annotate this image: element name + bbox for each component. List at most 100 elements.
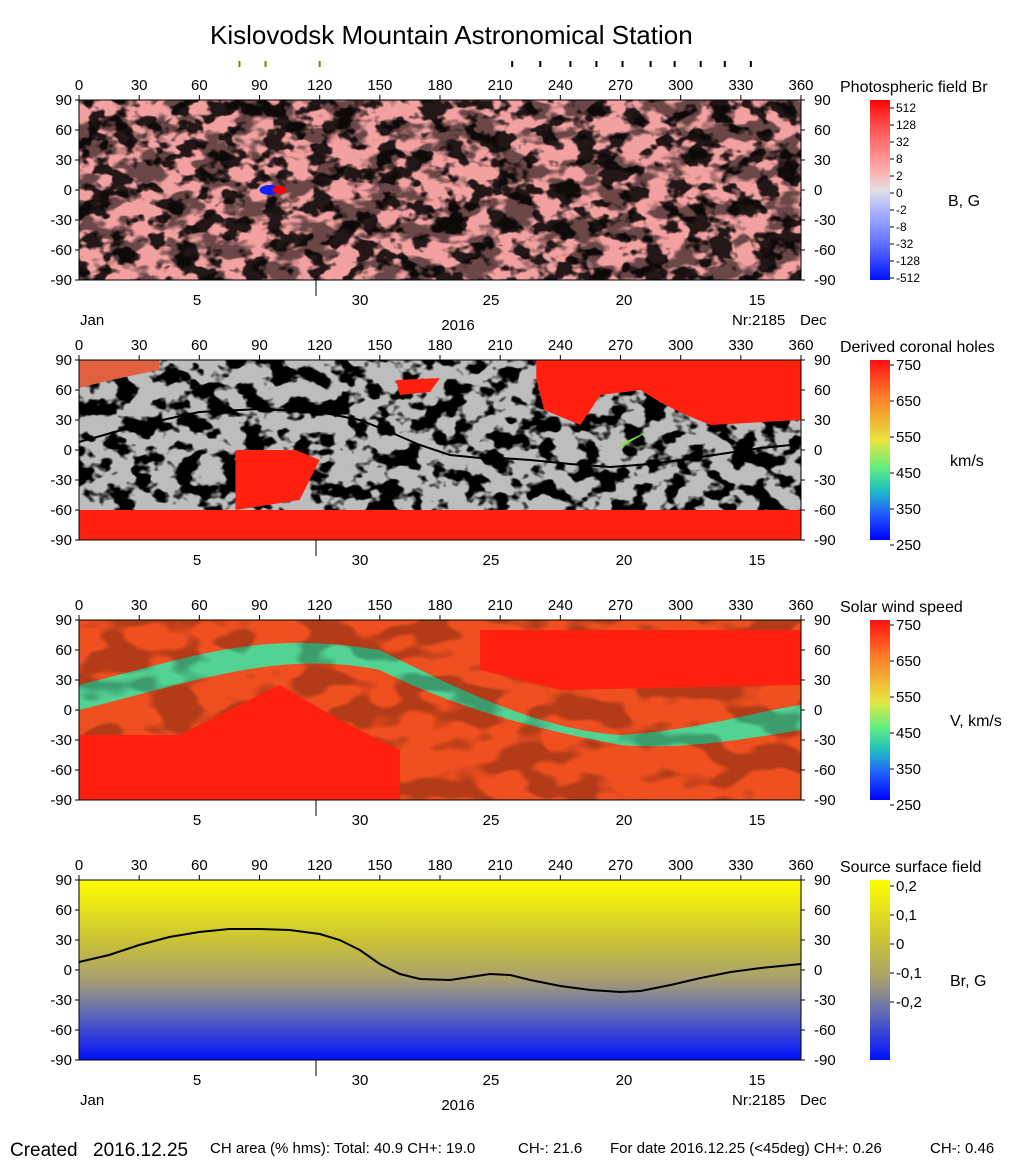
unit-label: km/s <box>950 453 984 470</box>
lon-tick-label: 30 <box>131 77 148 94</box>
lon-tick-label: 0 <box>75 857 83 874</box>
colorbar <box>870 880 890 1060</box>
north-polar-hole <box>536 360 801 425</box>
lon-tick-label: 180 <box>427 857 452 874</box>
lat-label-left: -90 <box>50 1052 72 1069</box>
positive-field-noise <box>79 100 801 280</box>
unit-label: V, km/s <box>950 713 1002 730</box>
rotation-label: Nr:2185 <box>732 1092 785 1109</box>
lat-label-left: 0 <box>64 182 72 199</box>
lat-label-left: -60 <box>50 242 72 259</box>
date-tick-label: 5 <box>193 812 201 829</box>
lat-label-left: 90 <box>55 92 72 109</box>
colorbar-label: 0,2 <box>896 878 917 895</box>
neutral-line <box>79 928 801 994</box>
lon-tick-label: 270 <box>608 857 633 874</box>
date-tick-label: 20 <box>616 292 633 309</box>
lat-label-right: 90 <box>814 352 831 369</box>
colorbar-label: 0,1 <box>896 907 917 924</box>
date-tick-label: 30 <box>352 1072 369 1089</box>
lon-tick-label: 150 <box>367 77 392 94</box>
panel-title: Solar wind speed <box>840 599 963 616</box>
lat-label-left: 60 <box>55 382 72 399</box>
unit-label: B, G <box>948 193 980 210</box>
lon-tick-label: 270 <box>608 597 633 614</box>
lat-label-left: 60 <box>55 122 72 139</box>
colorbar <box>870 360 890 540</box>
lat-label-right: 30 <box>814 412 831 429</box>
colorbar-label: 32 <box>896 135 910 149</box>
colorbar-label: 350 <box>896 501 921 518</box>
date-tick-label: 5 <box>193 552 201 569</box>
colorbar <box>870 100 890 280</box>
lon-tick-label: 180 <box>427 77 452 94</box>
footer-created-date: 2016.12.25 <box>93 1140 188 1162</box>
plot-area-4 <box>79 880 801 1060</box>
lon-tick-label: 210 <box>488 337 513 354</box>
footer-created: Created <box>10 1140 78 1162</box>
lat-label-right: -60 <box>814 242 836 259</box>
lat-label-left: 60 <box>55 642 72 659</box>
footer-for-date: For date 2016.12.25 (<45deg) CH+: 0.26 <box>610 1140 882 1157</box>
year-label: 2016 <box>441 317 474 334</box>
lat-label-left: -60 <box>50 502 72 519</box>
lat-label-right: -90 <box>814 272 836 289</box>
lon-tick-label: 210 <box>488 77 513 94</box>
panel-title: Derived coronal holes <box>840 339 995 356</box>
rotation-label: Nr:2185 <box>732 312 785 329</box>
lat-label-left: 90 <box>55 352 72 369</box>
lat-label-left: 30 <box>55 932 72 949</box>
month-right-label: Dec <box>800 1092 827 1109</box>
lon-tick-label: 300 <box>668 597 693 614</box>
lat-label-right: -60 <box>814 762 836 779</box>
colorbar-label: 750 <box>896 357 921 374</box>
colorbar-label: -8 <box>896 220 907 234</box>
lon-tick-label: 30 <box>131 597 148 614</box>
lat-label-left: -90 <box>50 272 72 289</box>
lon-tick-label: 120 <box>307 857 332 874</box>
date-tick-label: 5 <box>193 292 201 309</box>
colorbar-label: 250 <box>896 797 921 814</box>
lat-label-left: 0 <box>64 442 72 459</box>
colorbar-label: 8 <box>896 152 903 166</box>
lat-label-left: 30 <box>55 412 72 429</box>
colorbar <box>870 620 890 800</box>
colorbar-label: 2 <box>896 169 903 183</box>
lon-tick-label: 150 <box>367 857 392 874</box>
colorbar-label: 250 <box>896 537 921 554</box>
date-tick-label: 20 <box>616 812 633 829</box>
lon-tick-label: 360 <box>788 857 813 874</box>
lat-label-right: 0 <box>814 442 822 459</box>
lat-label-left: 90 <box>55 612 72 629</box>
lat-label-right: -90 <box>814 1052 836 1069</box>
south-polar-hole <box>79 510 801 540</box>
colorbar-label: 128 <box>896 118 916 132</box>
lon-tick-label: 150 <box>367 597 392 614</box>
colorbar-label: 0 <box>896 186 903 200</box>
neutral-line <box>79 407 801 469</box>
footer-ch-minus-date: CH-: 0.46 <box>930 1140 995 1157</box>
unit-label: Br, G <box>950 973 986 990</box>
lat-label-left: 0 <box>64 962 72 979</box>
colorbar-label: -0,2 <box>896 994 922 1011</box>
lon-tick-label: 180 <box>427 597 452 614</box>
lon-tick-label: 330 <box>728 857 753 874</box>
colorbar-label: 750 <box>896 617 921 634</box>
lon-tick-label: 60 <box>191 337 208 354</box>
lon-tick-label: 300 <box>668 337 693 354</box>
colorbar-label: 450 <box>896 725 921 742</box>
lon-tick-label: 60 <box>191 857 208 874</box>
colorbar-label: 550 <box>896 429 921 446</box>
lat-label-right: -60 <box>814 1022 836 1039</box>
footer-ch-area: CH area (% hms): Total: 40.9 CH+: 19.0 <box>210 1140 476 1157</box>
lat-label-left: -30 <box>50 212 72 229</box>
colorbar-label: -128 <box>896 254 920 268</box>
lon-tick-label: 120 <box>307 337 332 354</box>
lat-label-right: -60 <box>814 502 836 519</box>
created-label: Created <box>10 1140 78 1161</box>
date-tick-label: 30 <box>352 292 369 309</box>
